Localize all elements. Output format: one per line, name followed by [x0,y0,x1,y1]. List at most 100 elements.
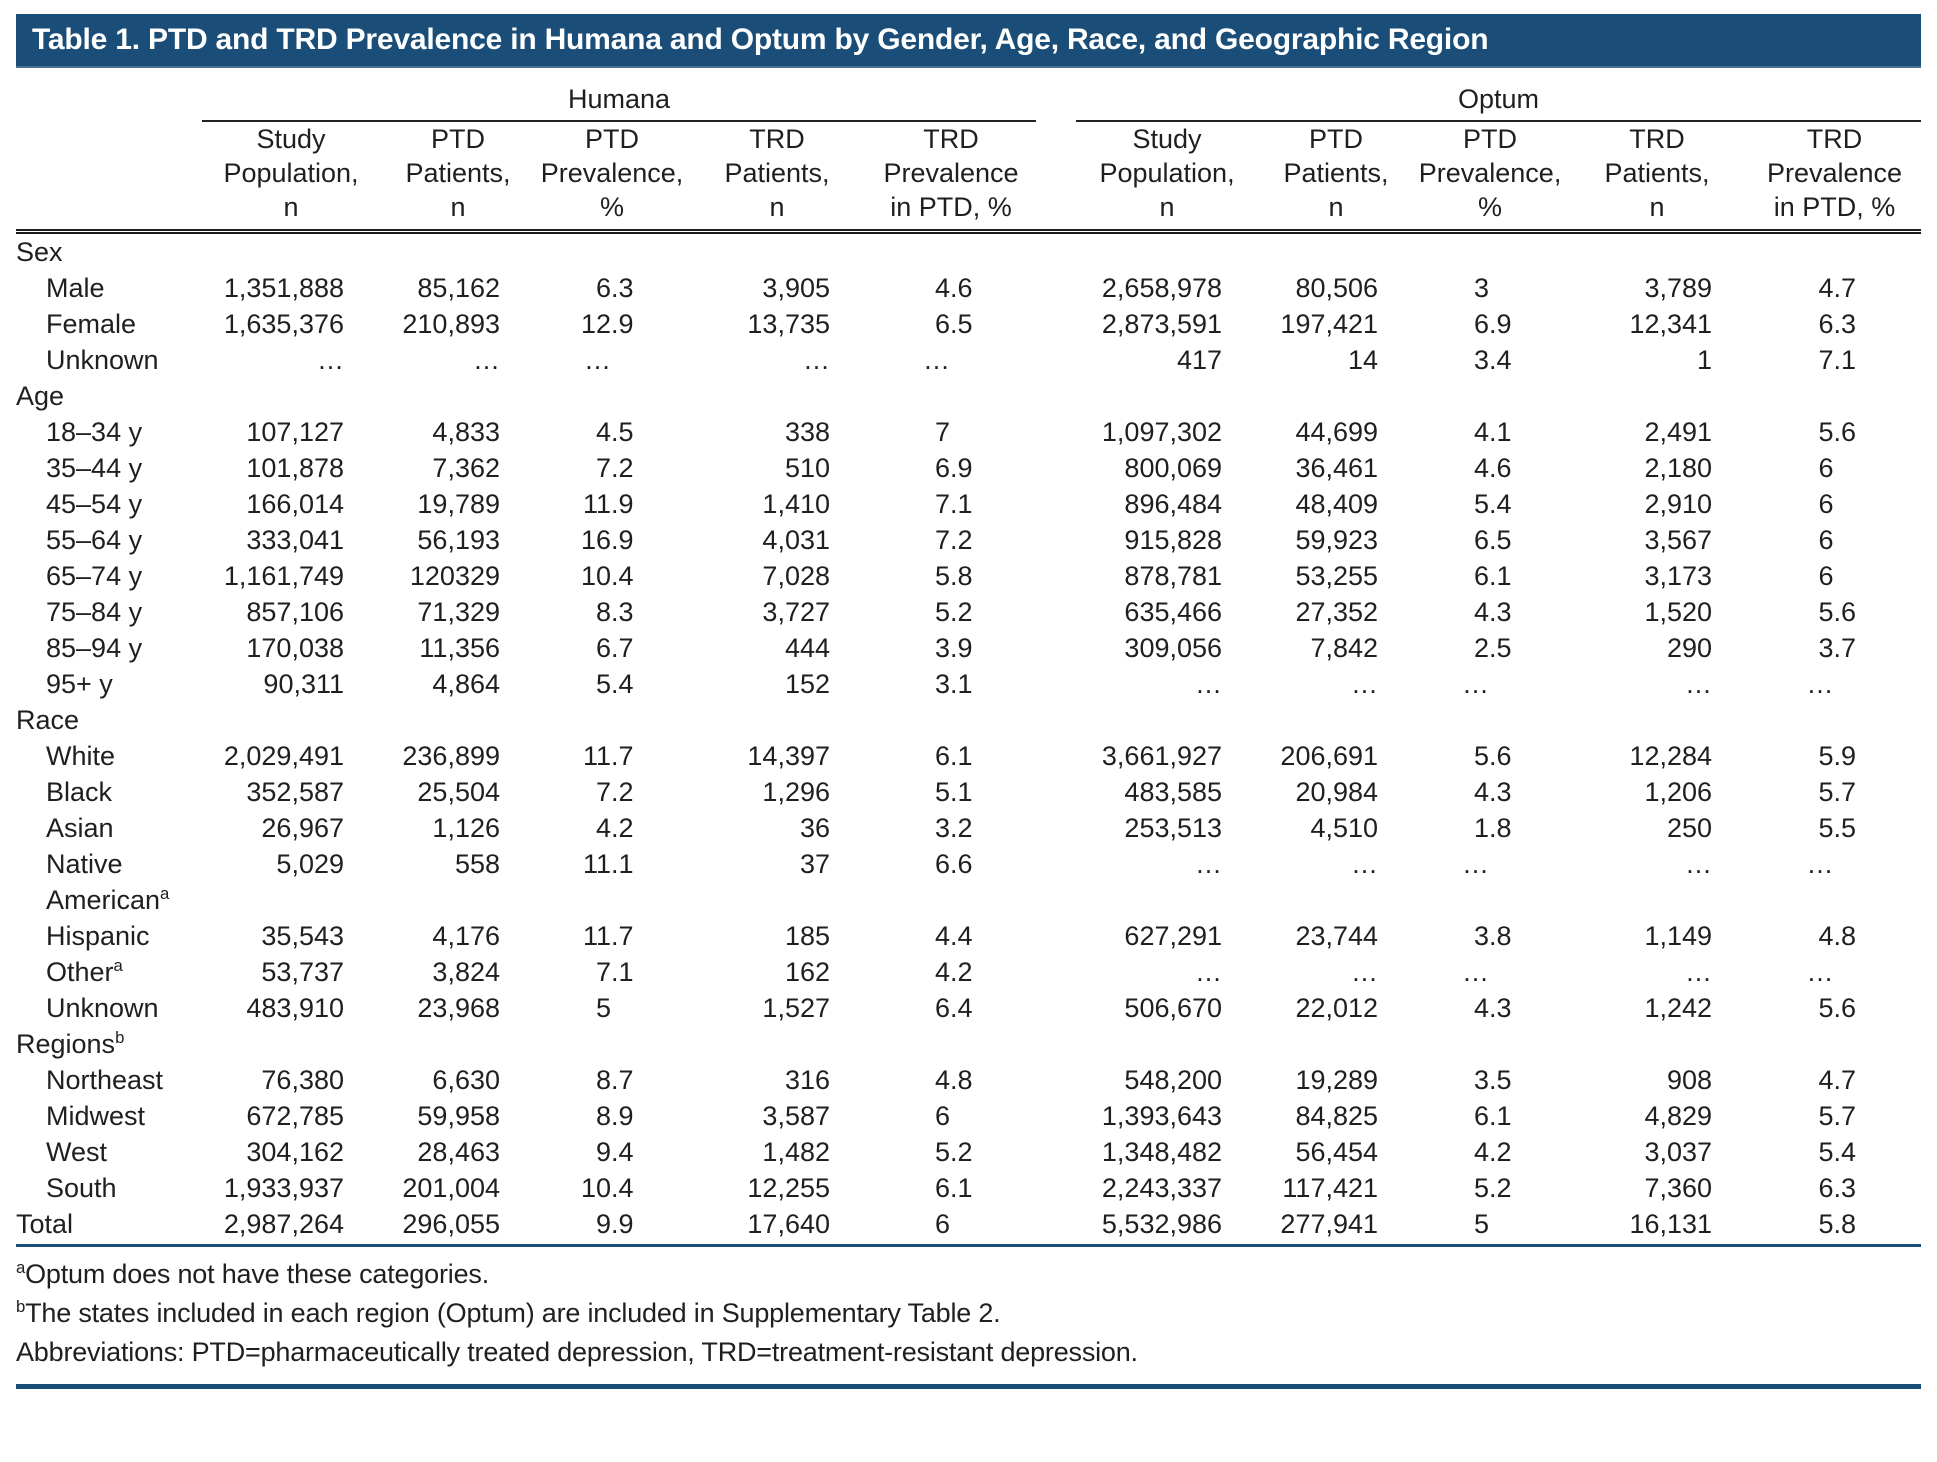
table-cell: 3 [1414,270,1566,306]
group-gap [1036,954,1076,990]
table-cell: 6.9 [1414,306,1566,342]
table-cell: 5.4 [536,666,688,702]
column-header: Study Population, n [202,121,380,234]
cell-int: 6 [934,849,951,879]
table-cell: … [1351,957,1379,987]
cell-frac: .1 [950,1173,973,1203]
table-cell: 506,670 [1124,993,1223,1023]
cell-frac: .1 [950,489,973,519]
table-cell: … [536,342,688,378]
table-cell: 206,691 [1280,741,1379,771]
table-cell: 878,781 [1124,561,1223,591]
column-header-line: n [1649,192,1665,222]
cell-int: 4 [934,273,951,303]
table-cell: 6.7 [536,630,688,666]
cell-int: … [1806,849,1834,879]
table-title: Table 1. PTD and TRD Prevalence in Human… [32,23,1489,56]
group-gap [1036,1134,1076,1170]
table-cell: 3.4 [1414,342,1566,378]
table-row: Northeast 76,380 6,630 8.7 316 4.8 548,200 19,2… [16,1062,1921,1098]
column-header-line: n [1328,192,1344,222]
row-label: Othera [46,956,123,987]
cell-int: 5 [1474,741,1490,771]
cell-frac: .2 [1489,1173,1512,1203]
cell-frac: .7 [611,1065,634,1095]
table-cell: 27,352 [1295,597,1379,627]
cell-int: 6 [1818,561,1834,591]
column-header: PTD Patients, n [1258,121,1415,234]
cell-int: 6 [1818,525,1834,555]
cell-int: 7 [595,453,611,483]
table-cell: 4.6 [1414,450,1566,486]
cell-frac: .8 [950,561,973,591]
table-cell: 7,362 [432,453,500,483]
cell-frac: .4 [950,993,973,1023]
cell-int: 5 [1818,993,1834,1023]
row-label: 18–34 y [46,417,143,447]
table-cell: 26,967 [261,813,344,843]
table-row: 75–84 y 857,106 71,329 8.3 3,727 5.2 635,466 27… [16,594,1921,630]
table-cell: … [1685,849,1713,879]
table-cell: 4.3 [1414,774,1566,810]
table-cell: 5.2 [1414,1170,1566,1206]
table-cell: 3,173 [1644,561,1713,591]
column-header: TRD Patients, n [1566,121,1749,234]
footnote-marker: b [115,1028,125,1047]
table-cell: 3,727 [762,597,830,627]
cell-frac: .8 [950,1065,973,1095]
table-cell: 10.4 [536,1170,688,1206]
table-cell: 2.5 [1414,630,1566,666]
cell-int: 5 [595,669,611,699]
table-cell: 6 [866,1206,1037,1247]
cell-int: 5 [1818,813,1834,843]
column-header-line: Population, [223,158,359,188]
column-header-line: TRD [1629,124,1685,154]
row-label: 65–74 y [46,561,143,591]
table-cell: 3,587 [762,1101,830,1131]
table-cell: 5.5 [1748,810,1921,846]
table-row: Native Americana 5,029 558 11.1 37 6.6…………… [16,846,1921,918]
table-cell: 35,543 [261,921,344,951]
cell-int: … [923,345,951,375]
table-cell: 14,397 [747,741,830,771]
prevalence-table: Humana Optum Study Population, n PTD Patients,… [16,80,1922,1247]
group-gap [1036,1170,1076,1206]
cell-int: 6 [934,1209,951,1239]
row-label: Female [46,309,137,339]
cell-frac: .1 [950,741,973,771]
row-label: 75–84 y [46,597,143,627]
column-header: TRD Patients, n [688,121,866,234]
table-cell: 76,380 [261,1065,344,1095]
cell-int: … [584,345,611,375]
table-cell: 6 [866,1098,1036,1134]
group-gap [1036,918,1076,954]
cell-int: 4 [1474,453,1490,483]
cell-int: 3 [934,813,951,843]
table-cell: 6.5 [866,306,1036,342]
table-cell: 4.3 [1414,594,1566,630]
cell-frac: .2 [950,813,973,843]
table-cell: 12,255 [747,1173,830,1203]
cell-int: 7 [934,489,951,519]
table-cell: 48,409 [1295,489,1379,519]
cell-int: 8 [595,597,611,627]
cell-frac: .6 [1833,993,1857,1023]
table-cell: … [1414,954,1566,990]
table-cell: 6.3 [1748,1170,1921,1206]
row-label: 95+ y [46,669,113,699]
cell-int: 4 [934,921,951,951]
group-gap [1036,774,1076,810]
cell-int: 2 [1474,633,1490,663]
table-cell: 162 [784,957,830,987]
table-cell: 12,341 [1629,309,1713,339]
cell-int: 5 [934,561,951,591]
cell-frac: .9 [611,1101,634,1131]
table-row: 45–54 y 166,014 19,789 11.9 1,410 7.1 896,484 4… [16,486,1921,522]
cell-int: 3 [934,669,951,699]
table-title-bar: Table 1. PTD and TRD Prevalence in Human… [16,14,1921,68]
cell-frac: .8 [1489,921,1512,951]
table-cell: 1,348,482 [1101,1137,1223,1167]
table-cell: 2,658,978 [1101,273,1223,303]
cell-int: 5 [934,597,951,627]
